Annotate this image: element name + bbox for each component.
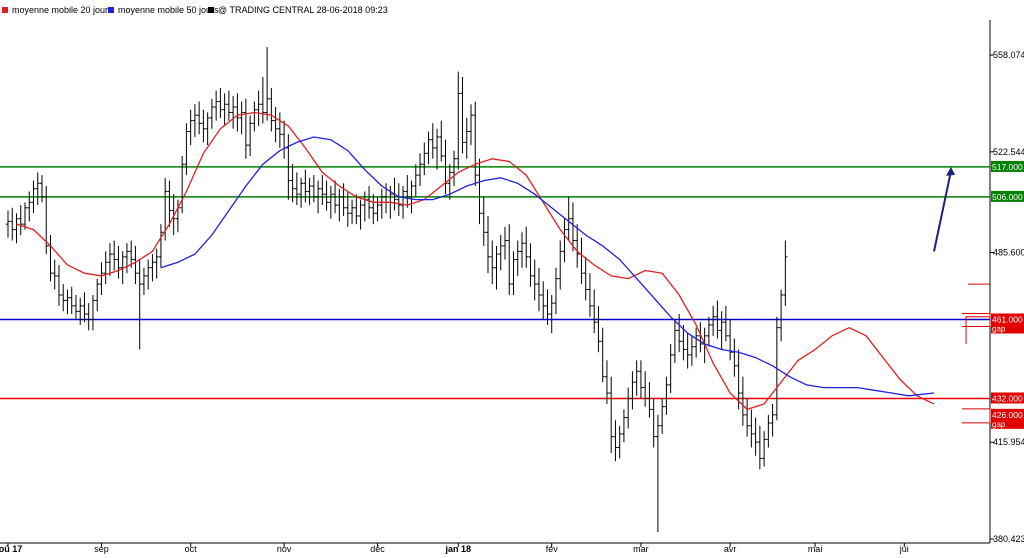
x-month-label: jan 18 <box>445 544 472 554</box>
level-tag-517.000 <box>991 160 1024 172</box>
x-month-label: nov <box>277 544 292 554</box>
gap-box-upper <box>962 312 991 327</box>
y-tick-label: 485.600 <box>993 247 1024 257</box>
level-tag-432.000 <box>991 392 1024 404</box>
x-month-label: jui <box>899 544 909 554</box>
gap-label: gap <box>992 420 1006 429</box>
target-arrow-shaft <box>933 170 952 252</box>
source-label: @ TRADING CENTRAL 28-06-2018 09:23 <box>218 5 388 15</box>
ma50-line <box>160 136 935 397</box>
target-arrow <box>933 166 956 252</box>
moving-averages <box>16 111 935 411</box>
level-tag-label: 461.000 <box>992 314 1023 324</box>
y-tick-label: 380.423 <box>993 534 1024 544</box>
ma20-legend-label: moyenne mobile 20 jours <box>12 5 113 15</box>
y-tick-label: 415.954 <box>993 437 1024 447</box>
gap-marker-right <box>965 316 990 345</box>
legend: moyenne mobile 20 jours moyenne mobile 5… <box>2 5 388 15</box>
ma50-legend-label: moyenne mobile 50 jours <box>118 5 219 15</box>
y-tick-label: 558.074 <box>993 50 1024 60</box>
gap-label: gap <box>992 324 1006 333</box>
x-month-label: oct <box>185 544 198 554</box>
level-tag-label: 506.000 <box>992 192 1023 202</box>
source-legend-swatch <box>208 7 214 13</box>
level-tag-506.000 <box>991 190 1024 202</box>
x-month-label: fév <box>546 544 559 554</box>
level-tag-426.000 <box>991 408 1024 429</box>
x-month-label: mar <box>633 544 649 554</box>
x-month-label: déc <box>370 544 385 554</box>
x-month-label: mai <box>808 544 823 554</box>
x-month-label: aoû 17 <box>0 544 22 554</box>
gap-box-lower <box>962 408 991 424</box>
level-tag-label: 517.000 <box>992 162 1023 172</box>
level-tag-461.000 <box>991 313 1024 334</box>
y-ticks: 558.074 522.544 485.600 415.954 380.423 <box>990 50 1024 544</box>
x-month-label: sep <box>94 544 109 554</box>
level-tags: 517.000506.000461.000gap432.000426.000ga… <box>991 160 1024 429</box>
ma20-line <box>16 111 935 411</box>
ma20-legend-swatch <box>2 7 8 13</box>
ohlc-bars <box>6 47 788 532</box>
ma50-legend-swatch <box>108 7 114 13</box>
target-arrow-head <box>946 166 956 176</box>
y-tick-label: 522.544 <box>993 147 1024 157</box>
x-month-label: avr <box>724 544 737 554</box>
level-tag-label: 432.000 <box>992 393 1023 403</box>
x-months: aoû 17 sep oct nov déc jan 18 fév mar avr mai jui <box>0 543 909 554</box>
levels-layer <box>0 166 991 424</box>
level-tag-label: 426.000 <box>992 410 1023 420</box>
